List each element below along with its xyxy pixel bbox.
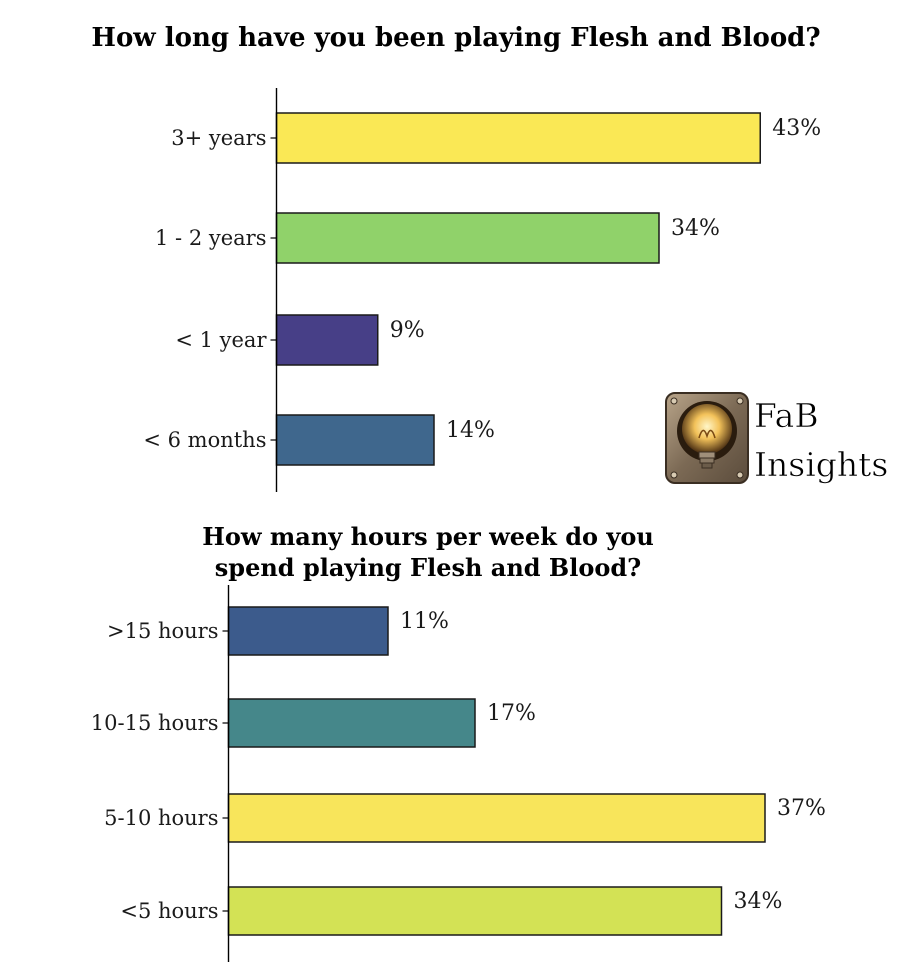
chart2-title-line2: spend playing Flesh and Blood? xyxy=(215,553,641,582)
chart1-bar xyxy=(275,112,761,164)
chart2-data-label: 37% xyxy=(777,796,826,821)
chart1-title: How long have you been playing Flesh and… xyxy=(91,23,820,53)
chart1-bars: 3+ years 43% 1 - 2 years 34% < 1 year 9% < 6 m… xyxy=(143,112,821,466)
chart1-tick-label: 1 - 2 years xyxy=(155,226,266,250)
chart2-bar xyxy=(227,793,766,843)
chart2-title-line1: How many hours per week do you xyxy=(202,522,654,551)
chart2-bar xyxy=(227,698,476,748)
chart2-bar xyxy=(227,606,389,656)
chart1-data-label: 14% xyxy=(446,418,495,443)
chart1-bar xyxy=(275,314,379,366)
chart2-tick-label: 10-15 hours xyxy=(91,711,219,735)
chart1-data-label: 43% xyxy=(772,116,821,141)
chart-duration: How long have you been playing Flesh and… xyxy=(91,23,821,492)
lightbulb-icon xyxy=(665,392,749,484)
chart2-tick-label: >15 hours xyxy=(107,619,219,643)
logo-text-fab: FaB xyxy=(754,396,819,435)
chart1-data-label: 9% xyxy=(390,318,425,343)
chart2-data-label: 34% xyxy=(734,889,783,914)
logo-text-insights: Insights xyxy=(754,445,888,484)
chart1-bar xyxy=(275,212,660,264)
fab-insights-logo: FaB Insights xyxy=(665,392,889,484)
chart1-bar xyxy=(275,414,435,466)
chart2-data-label: 11% xyxy=(400,609,449,634)
chart1-tick-label: < 6 months xyxy=(143,428,266,452)
chart1-data-label: 34% xyxy=(671,216,720,241)
chart2-tick-label: <5 hours xyxy=(120,899,218,923)
chart1-tick-label: 3+ years xyxy=(171,126,266,150)
chart-hours: How many hours per week do you spend pla… xyxy=(91,522,826,962)
chart1-tick-label: < 1 year xyxy=(175,328,267,352)
chart2-bars: >15 hours 11% 10-15 hours 17% 5-10 hours 37% <… xyxy=(91,606,826,936)
chart2-data-label: 17% xyxy=(487,701,536,726)
chart2-bar xyxy=(227,886,723,936)
chart2-tick-label: 5-10 hours xyxy=(104,806,218,830)
